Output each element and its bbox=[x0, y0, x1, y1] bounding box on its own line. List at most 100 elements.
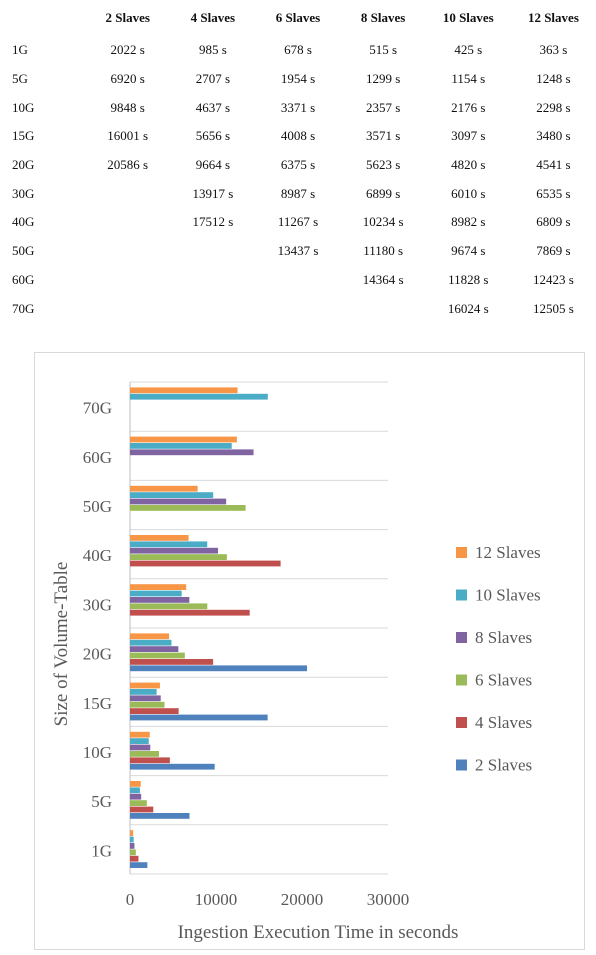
bar-10-slaves bbox=[130, 689, 157, 695]
bar-8-slaves bbox=[130, 843, 135, 849]
table-cell: 20586 s bbox=[107, 157, 149, 173]
bar-4-slaves bbox=[130, 806, 154, 813]
table-row: 15G 16001 s 5656 s 4008 s 3571 s 3097 s 3480 s bbox=[0, 122, 596, 151]
table-cell bbox=[341, 294, 426, 323]
y-axis-title: Size of Volume-Table bbox=[51, 562, 72, 727]
table-cell: 3097 s bbox=[451, 128, 486, 144]
table-cell: 1954 s bbox=[280, 71, 316, 87]
legend-label: 4 Slaves bbox=[475, 713, 532, 732]
x-tick-label: 20000 bbox=[281, 890, 324, 909]
table-row: 10G 9848 s 4637 s 3371 s 2357 s 2176 s 2298 s bbox=[0, 93, 596, 122]
table-cell bbox=[85, 179, 170, 208]
table-cell: 6809 s bbox=[536, 214, 571, 230]
column-header: 8 Slaves bbox=[360, 10, 406, 25]
bar-8-slaves bbox=[130, 646, 179, 652]
table-cell: 363 s bbox=[539, 42, 568, 58]
table-cell: 8982 s bbox=[451, 214, 486, 230]
table-cell: 2298 s bbox=[536, 99, 571, 115]
row-label: 70G bbox=[12, 300, 35, 316]
legend-swatch bbox=[456, 547, 467, 558]
table-cell: 17512 s bbox=[192, 214, 234, 230]
table-cell: 5623 s bbox=[365, 157, 401, 173]
table-cell bbox=[85, 266, 170, 295]
legend-label: 8 Slaves bbox=[475, 628, 532, 647]
table-row: 60G 14364 s 11828 s 12423 s bbox=[0, 266, 596, 295]
bar-8-slaves bbox=[130, 793, 142, 800]
table-row: 50G 13437 s 11180 s 9674 s 7869 s bbox=[0, 237, 596, 266]
y-tick-label: 15G bbox=[83, 694, 112, 713]
legend-swatch bbox=[456, 759, 467, 771]
bar-6-slaves bbox=[130, 505, 246, 511]
table-cell bbox=[85, 294, 170, 323]
table-cell: 12423 s bbox=[533, 271, 574, 287]
legend-swatch bbox=[456, 632, 467, 643]
bar-6-slaves bbox=[130, 554, 227, 560]
table-cell: 6920 s bbox=[110, 71, 145, 87]
table-cell: 10234 s bbox=[362, 214, 404, 230]
bar-4-slaves bbox=[130, 855, 139, 862]
bar-6-slaves bbox=[130, 849, 136, 856]
table-row: 30G 13917 s 8987 s 6899 s 6010 s 6535 s bbox=[0, 179, 596, 208]
table-cell: 3371 s bbox=[280, 99, 316, 115]
bar-4-slaves bbox=[130, 708, 179, 714]
table-cell: 2707 s bbox=[195, 71, 230, 87]
bar-6-slaves bbox=[130, 751, 159, 757]
table-cell: 9674 s bbox=[451, 243, 486, 259]
table-body: 1G 2022 s 985 s 678 s 515 s 425 s 363 s 5G 6920 … bbox=[0, 36, 596, 323]
bar-8-slaves bbox=[130, 695, 161, 702]
table-cell: 12505 s bbox=[533, 300, 574, 316]
legend-label: 12 Slaves bbox=[475, 543, 541, 562]
table-cell: 11180 s bbox=[363, 243, 404, 259]
bar-6-slaves bbox=[130, 652, 185, 659]
table-cell: 4820 s bbox=[451, 157, 486, 173]
row-label: 1G bbox=[12, 42, 28, 58]
table-cell: 16001 s bbox=[107, 128, 149, 144]
bar-6-slaves bbox=[130, 603, 208, 610]
x-tick-label: 30000 bbox=[367, 890, 410, 909]
y-tick-label: 60G bbox=[83, 448, 112, 467]
chart-frame bbox=[34, 352, 585, 950]
bar-2-slaves bbox=[130, 665, 308, 672]
bar-4-slaves bbox=[130, 560, 281, 567]
table-cell bbox=[170, 294, 255, 323]
y-tick-label: 1G bbox=[91, 841, 112, 860]
bar-6-slaves bbox=[130, 701, 165, 708]
bar-2-slaves bbox=[130, 714, 268, 721]
legend-swatch bbox=[456, 589, 467, 601]
y-tick-label: 5G bbox=[91, 792, 112, 811]
table-cell: 8987 s bbox=[280, 185, 316, 201]
legend-label: 6 Slaves bbox=[475, 671, 532, 690]
table-cell: 3571 s bbox=[365, 128, 401, 144]
table-cell: 6010 s bbox=[451, 185, 486, 201]
legend-label: 10 Slaves bbox=[475, 586, 541, 605]
row-label: 60G bbox=[12, 271, 35, 287]
bar-12-slaves bbox=[130, 830, 134, 836]
bar-4-slaves bbox=[130, 757, 170, 764]
row-label: 30G bbox=[12, 185, 35, 201]
y-tick-label: 40G bbox=[83, 546, 112, 565]
x-tick-label: 10000 bbox=[195, 890, 238, 909]
table-cell: 11267 s bbox=[277, 214, 319, 230]
bar-12-slaves bbox=[130, 682, 160, 689]
ingestion-time-table: 2 Slaves 4 Slaves 6 Slaves 8 Slaves 10 S… bbox=[0, 0, 596, 323]
column-header: 2 Slaves bbox=[105, 10, 150, 25]
table-cell: 425 s bbox=[454, 42, 483, 58]
legend-label: 2 Slaves bbox=[475, 756, 532, 775]
table-cell: 1299 s bbox=[365, 71, 401, 87]
bar-10-slaves bbox=[130, 492, 214, 498]
bar-8-slaves bbox=[130, 597, 190, 603]
row-label: 50G bbox=[12, 243, 35, 259]
x-tick-label: 0 bbox=[126, 890, 135, 909]
x-axis-title: Ingestion Execution Time in seconds bbox=[178, 922, 459, 943]
table-cell: 2022 s bbox=[110, 42, 145, 58]
table-cell: 11828 s bbox=[448, 271, 489, 287]
bar-4-slaves bbox=[130, 659, 214, 665]
y-tick-label: 50G bbox=[83, 497, 112, 516]
column-header: 12 Slaves bbox=[527, 10, 579, 25]
bar-10-slaves bbox=[130, 738, 149, 744]
row-label: 5G bbox=[12, 71, 28, 87]
table-cell: 3480 s bbox=[536, 128, 571, 144]
legend-swatch bbox=[456, 717, 467, 728]
bar-12-slaves bbox=[130, 584, 187, 590]
table-cell: 515 s bbox=[369, 42, 398, 58]
